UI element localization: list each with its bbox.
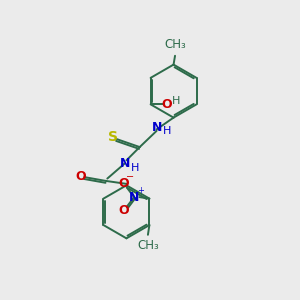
- Text: CH₃: CH₃: [137, 239, 159, 252]
- Text: −: −: [126, 172, 134, 182]
- Text: O: O: [161, 98, 172, 111]
- Text: S: S: [108, 130, 118, 144]
- Text: H: H: [172, 96, 180, 106]
- Text: N: N: [129, 190, 139, 204]
- Text: O: O: [76, 170, 86, 183]
- Text: H: H: [131, 163, 140, 173]
- Text: H: H: [163, 126, 171, 136]
- Text: N: N: [152, 121, 162, 134]
- Text: CH₃: CH₃: [164, 38, 186, 51]
- Text: O: O: [118, 177, 129, 190]
- Text: O: O: [118, 204, 129, 217]
- Text: +: +: [137, 186, 144, 195]
- Text: N: N: [120, 157, 130, 170]
